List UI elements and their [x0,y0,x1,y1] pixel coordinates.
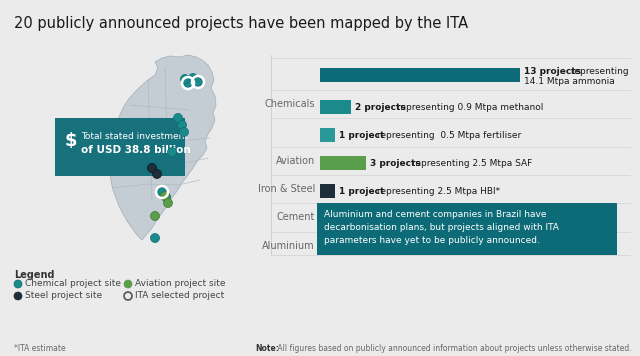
Text: 1 project: 1 project [339,131,385,140]
Text: representing 2.5 Mtpa HBI*: representing 2.5 Mtpa HBI* [374,187,500,195]
Circle shape [147,163,157,173]
Circle shape [152,169,161,178]
Text: Chemicals: Chemicals [264,99,315,109]
Bar [320,128,335,142]
Text: 14.1 Mtpa ammonia: 14.1 Mtpa ammonia [524,77,615,85]
Text: ITA selected project: ITA selected project [135,292,224,300]
Circle shape [161,193,170,201]
Text: Aviation: Aviation [276,156,315,166]
Bar [320,156,366,170]
Circle shape [180,74,189,84]
Text: All figures based on publicly announced information about projects unless otherw: All figures based on publicly announced … [275,344,632,353]
Text: Aluminium: Aluminium [262,241,315,251]
Bar [320,68,520,82]
Circle shape [161,192,170,200]
Bar [320,184,335,198]
Bar [317,203,617,255]
Text: Cement: Cement [276,212,315,222]
Text: Total stated investment: Total stated investment [81,132,188,141]
Text: of USD 38.8 billion: of USD 38.8 billion [81,145,191,155]
Text: representing 2.5 Mtpa SAF: representing 2.5 Mtpa SAF [409,158,532,168]
Text: representing 0.9 Mtpa methanol: representing 0.9 Mtpa methanol [394,103,543,111]
Circle shape [150,211,159,220]
Text: 3 projects: 3 projects [370,158,421,168]
Polygon shape [110,55,216,240]
Text: Aviation project site: Aviation project site [135,279,225,288]
Circle shape [189,73,198,83]
Bar [320,100,351,114]
Circle shape [163,199,173,208]
Circle shape [193,78,202,87]
Text: 20 publicly announced projects have been mapped by the ITA: 20 publicly announced projects have been… [14,16,468,31]
Circle shape [184,79,193,88]
Circle shape [179,127,189,136]
Text: Iron & Steel: Iron & Steel [258,184,315,194]
Text: 1 project: 1 project [339,187,385,195]
Bar [55,118,185,176]
Circle shape [157,188,166,197]
Circle shape [124,280,132,288]
Text: Aluminium and cement companies in Brazil have
decarbonisation plans, but project: Aluminium and cement companies in Brazil… [324,210,559,245]
Circle shape [177,120,186,130]
Circle shape [150,234,159,242]
Text: representing: representing [568,67,628,75]
Circle shape [168,147,177,157]
Circle shape [173,114,182,122]
Text: representing  0.5 Mtpa fertiliser: representing 0.5 Mtpa fertiliser [374,131,522,140]
Circle shape [14,292,22,300]
Text: 2 projects: 2 projects [355,103,406,111]
Text: Legend: Legend [14,270,54,280]
Text: $: $ [65,132,77,150]
Circle shape [14,280,22,288]
Text: Note:: Note: [255,344,279,353]
Text: *ITA estimate: *ITA estimate [14,344,66,353]
Text: 13 projects: 13 projects [524,67,581,75]
Text: Chemical project site: Chemical project site [25,279,121,288]
Text: Steel project site: Steel project site [25,292,102,300]
